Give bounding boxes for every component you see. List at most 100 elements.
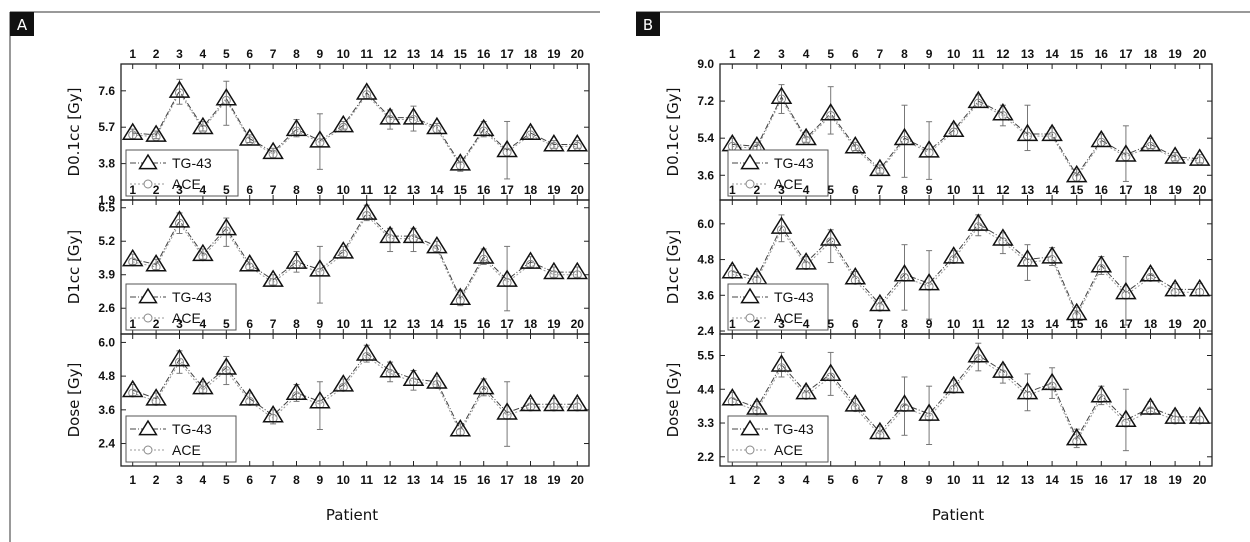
x-tick-label: 15 (1070, 317, 1084, 331)
data-point-tg43 (121, 248, 144, 267)
plot-frame (120, 333, 590, 467)
x-tick-label: 15 (454, 47, 468, 61)
series-line-ace (732, 357, 1200, 443)
data-point-tg43 (332, 374, 355, 392)
data-point-tg43 (1139, 264, 1162, 282)
x-tick-label: 12 (996, 317, 1010, 331)
x-tick-label: 19 (1168, 183, 1182, 197)
x-tick-label: 10 (947, 473, 961, 487)
x-tick-label: 9 (317, 183, 324, 197)
data-point-tg43 (819, 363, 842, 381)
x-tick-label: 10 (337, 183, 351, 197)
x-tick-label: 8 (901, 183, 908, 197)
x-tick-label: 9 (317, 473, 324, 487)
x-tick-label: 11 (972, 47, 985, 61)
data-point-tg43 (566, 261, 589, 280)
x-tick-label: 16 (1095, 473, 1109, 487)
data-point-tg43 (543, 393, 565, 412)
data-point-tg43 (795, 127, 817, 146)
data-point-ace (1146, 406, 1155, 416)
x-tick-label: 6 (246, 183, 253, 197)
y-tick-label: 6.5 (98, 201, 115, 215)
x-tick-label: 7 (270, 47, 277, 61)
y-tick-label: 3.3 (697, 416, 714, 430)
x-tick-label: 15 (454, 183, 468, 197)
x-tick-label: 2 (754, 473, 761, 487)
x-tick-label: 4 (803, 317, 810, 331)
y-axis-title: D1cc [Gy] (65, 230, 83, 305)
panel-b-badge (636, 12, 660, 36)
x-tick-label: 6 (852, 473, 859, 487)
x-tick-label: 16 (1095, 317, 1109, 331)
x-tick-label: 16 (477, 473, 491, 487)
y-axis-title: D1cc [Gy] (664, 230, 682, 305)
data-point-tg43 (402, 368, 425, 386)
legend-label-ace: ACE (774, 442, 803, 458)
x-tick-label: 10 (337, 47, 351, 61)
data-point-tg43 (379, 107, 401, 125)
x-tick-label: 16 (477, 317, 491, 331)
x-tick-label: 12 (996, 473, 1010, 487)
x-tick-label: 1 (129, 47, 136, 61)
x-tick-label: 20 (1193, 317, 1207, 331)
x-tick-label: 14 (430, 317, 444, 331)
data-point-tg43 (942, 119, 965, 137)
x-tick-label: 19 (547, 183, 561, 197)
data-point-tg43 (285, 251, 308, 269)
data-point-tg43 (215, 88, 238, 106)
x-tick-label: 4 (200, 183, 207, 197)
x-tick-label: 13 (407, 183, 421, 197)
data-point-tg43 (449, 419, 472, 437)
panel-b-label: B (643, 16, 653, 34)
data-point-tg43 (844, 266, 867, 285)
data-point-tg43 (942, 375, 965, 394)
x-tick-label: 17 (500, 473, 514, 487)
x-tick-label: 6 (246, 317, 253, 331)
legend-marker-tg43 (740, 287, 760, 304)
y-tick-label: 3.6 (98, 403, 115, 417)
y-tick-label: 5.5 (697, 348, 714, 362)
data-point-tg43 (402, 107, 425, 125)
x-tick-label: 19 (547, 47, 561, 61)
data-point-tg43 (238, 128, 261, 146)
x-tick-label: 5 (827, 473, 834, 487)
x-tick-label: 3 (778, 473, 785, 487)
x-tick-label: 13 (407, 317, 421, 331)
data-point-tg43 (918, 403, 940, 421)
data-point-tg43 (145, 124, 167, 142)
y-tick-label: 4.8 (697, 253, 714, 267)
data-point-tg43 (1188, 278, 1211, 297)
data-point-ace (900, 403, 909, 413)
x-tick-label: 4 (200, 473, 207, 487)
x-tick-label: 8 (901, 473, 908, 487)
x-tick-label: 8 (293, 473, 300, 487)
x-tick-label: 8 (901, 317, 908, 331)
x-tick-label: 1 (729, 317, 736, 331)
x-tick-label: 16 (1095, 183, 1109, 197)
x-tick-label: 5 (223, 47, 230, 61)
data-point-ace (973, 354, 983, 364)
data-point-tg43 (869, 421, 891, 440)
x-tick-label: 3 (778, 183, 785, 197)
x-tick-label: 18 (524, 317, 538, 331)
legend-box (727, 283, 829, 331)
data-point-tg43 (1016, 381, 1039, 400)
x-tick-label: 13 (1021, 473, 1035, 487)
x-tick-label: 6 (852, 47, 859, 61)
data-point-tg43 (215, 217, 238, 236)
x-tick-label: 14 (430, 183, 444, 197)
x-tick-label: 20 (1193, 183, 1207, 197)
x-tick-label: 20 (571, 317, 585, 331)
x-tick-label: 11 (360, 183, 373, 197)
x-tick-label: 5 (827, 47, 834, 61)
x-tick-label: 2 (153, 47, 160, 61)
data-point-tg43 (379, 360, 401, 378)
x-tick-label: 17 (1119, 317, 1133, 331)
y-axis-title: D0.1cc [Gy] (664, 88, 682, 177)
x-tick-label: 2 (153, 473, 160, 487)
x-tick-label: 18 (524, 183, 538, 197)
legend-box (125, 415, 237, 463)
y-tick-label: 6.0 (98, 335, 115, 349)
x-tick-label: 4 (803, 47, 810, 61)
